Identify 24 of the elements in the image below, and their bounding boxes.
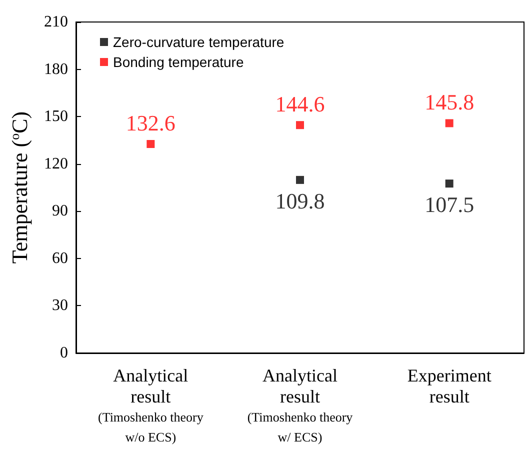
y-tick-label: 30 (52, 297, 68, 314)
y-tick-label: 180 (44, 60, 68, 78)
data-label: 109.8 (275, 188, 325, 214)
point (445, 180, 454, 188)
y-axis-title: Temperature (oC) (7, 111, 32, 264)
x-tick-label: Experiment result (407, 366, 492, 406)
data-label: 132.6 (126, 110, 176, 136)
legend-label: Zero-curvature temperature (113, 34, 284, 50)
y-tick-label: 90 (52, 202, 68, 220)
y-tick-label: 60 (52, 250, 68, 267)
point (296, 121, 304, 130)
y-tick-label: 0 (60, 344, 68, 362)
point (296, 176, 304, 184)
y-tick-label: 120 (44, 155, 68, 172)
x-tick-label: Analytical result (Timoshenko theory w/o ECS) (98, 366, 204, 444)
data-label: 107.5 (424, 192, 474, 218)
y-tick-label: 210 (44, 14, 68, 30)
point (445, 119, 454, 128)
data-label: 144.6 (275, 92, 325, 117)
data-label: 145.8 (424, 90, 474, 115)
legend-label: Bonding temperature (113, 54, 244, 70)
point (146, 140, 155, 148)
x-tick-label: Analytical result (Timoshenko theory w/ ECS) (247, 366, 354, 444)
y-tick-label: 150 (44, 108, 68, 126)
